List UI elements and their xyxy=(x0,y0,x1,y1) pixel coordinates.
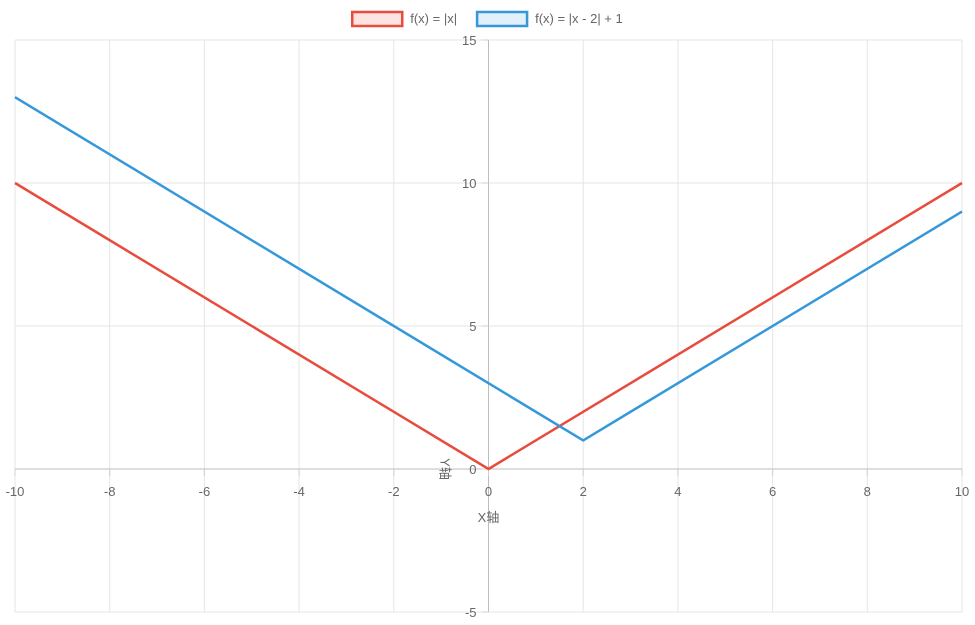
x-tick-label: 6 xyxy=(769,484,776,499)
legend-swatch-1 xyxy=(475,10,529,28)
legend-item-0[interactable]: f(x) = |x| xyxy=(350,10,457,28)
series-line-0 xyxy=(14,181,963,471)
x-tick-label: -6 xyxy=(199,484,211,499)
y-axis-title: Y轴 xyxy=(438,458,453,480)
legend[interactable]: f(x) = |x| f(x) = |x - 2| + 1 xyxy=(350,10,623,28)
x-tick-label: -2 xyxy=(388,484,400,499)
legend-label-0: f(x) = |x| xyxy=(410,11,457,26)
y-tick-label: 15 xyxy=(462,33,476,48)
series-lines xyxy=(14,96,963,471)
y-tick-label: -5 xyxy=(465,605,477,620)
x-tick-label: -4 xyxy=(293,484,305,499)
x-tick-label: 4 xyxy=(674,484,681,499)
x-tick-label: -8 xyxy=(104,484,116,499)
x-tick-label: -10 xyxy=(6,484,25,499)
legend-label-1: f(x) = |x - 2| + 1 xyxy=(535,11,623,26)
y-tick-label: 5 xyxy=(469,319,476,334)
x-tick-label: 2 xyxy=(580,484,587,499)
y-tick-label: 10 xyxy=(462,176,476,191)
tick-labels: -10 -8 -6 -4 -2 0 2 4 6 8 10 -5 0 5 10 15 xyxy=(6,33,970,620)
series-line-1 xyxy=(14,96,963,442)
y-tick-label: 0 xyxy=(469,462,476,477)
x-axis-title: X轴 xyxy=(478,510,500,525)
x-tick-label: 0 xyxy=(485,484,492,499)
x-tick-label: 10 xyxy=(955,484,969,499)
x-tick-label: 8 xyxy=(864,484,871,499)
legend-item-1[interactable]: f(x) = |x - 2| + 1 xyxy=(475,10,623,28)
legend-swatch-0 xyxy=(350,10,404,28)
